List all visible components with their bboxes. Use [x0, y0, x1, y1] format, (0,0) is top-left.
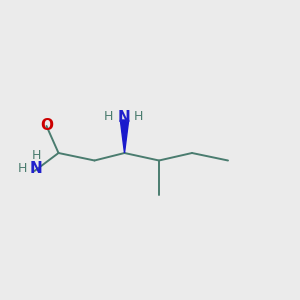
Text: O: O [40, 118, 53, 134]
Text: H: H [134, 110, 144, 124]
Text: N: N [30, 161, 42, 176]
Text: H: H [18, 161, 27, 175]
Polygon shape [120, 120, 129, 153]
Text: N: N [117, 110, 130, 124]
Text: H: H [31, 149, 41, 162]
Text: H: H [103, 110, 113, 124]
